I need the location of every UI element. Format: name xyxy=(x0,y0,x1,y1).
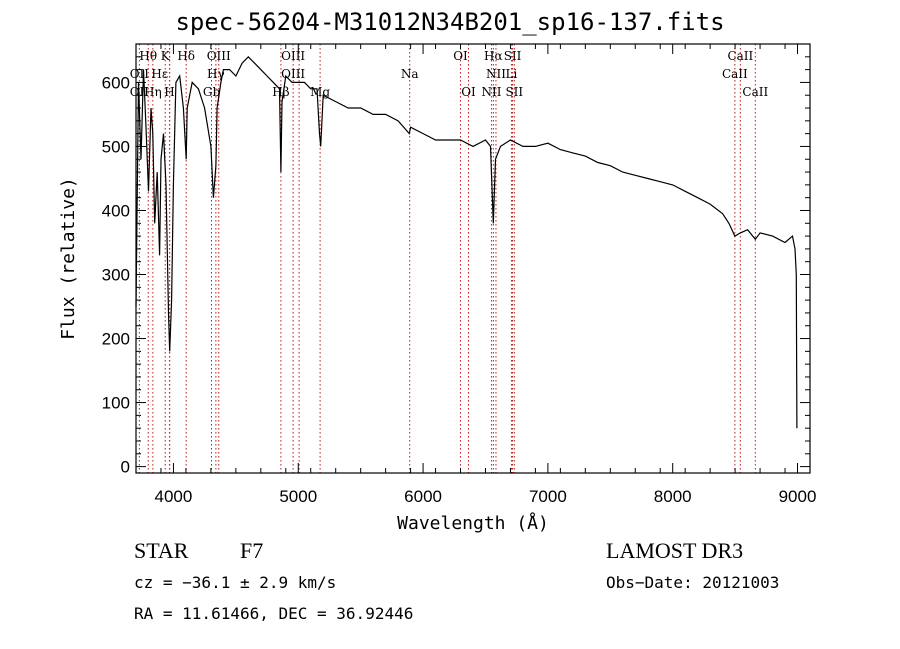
object-class: STAR xyxy=(134,538,189,563)
object-subclass: F7 xyxy=(240,538,264,563)
line-label-15: Li xyxy=(506,67,518,81)
line-label-6: Hα xyxy=(484,49,503,63)
y-tick-label-2: 200 xyxy=(102,330,130,349)
x-tick-label-0: 4000 xyxy=(155,487,193,506)
y-tick-label-3: 300 xyxy=(102,266,130,285)
y-tick-label-1: 100 xyxy=(102,394,130,413)
flux-series-line xyxy=(135,55,798,429)
line-label-20: Gb xyxy=(203,85,221,99)
line-label-3: OIII xyxy=(207,49,231,63)
line-label-0: Hθ xyxy=(139,49,157,63)
line-label-10: Hε xyxy=(151,67,168,81)
line-label-26: CaII xyxy=(742,85,768,99)
obs-date: Obs−Date: 20121003 xyxy=(606,573,780,592)
line-label-7: SII xyxy=(504,49,522,63)
line-label-21: Hβ xyxy=(272,85,289,99)
x-tick-label-4: 8000 xyxy=(654,487,692,506)
line-label-11: Hγ xyxy=(207,67,225,81)
y-tick-label-4: 400 xyxy=(102,201,130,220)
survey-label: LAMOST DR3 xyxy=(606,538,744,563)
y-tick-label-0: 0 xyxy=(121,458,130,477)
line-label-1: K xyxy=(161,49,171,63)
line-label-9: OII xyxy=(130,67,150,81)
line-label-23: OI xyxy=(461,85,476,99)
x-tick-label-1: 5000 xyxy=(279,487,317,506)
line-label-12: OIII xyxy=(281,67,305,81)
line-label-5: OI xyxy=(453,49,468,63)
line-label-19: H xyxy=(164,85,174,99)
line-label-24: NII xyxy=(481,85,501,99)
x-axis-label: Wavelength (Å) xyxy=(397,512,549,534)
x-tick-label-5: 9000 xyxy=(779,487,817,506)
line-label-16: CaII xyxy=(722,67,748,81)
radec-label: RA = 11.61466, DEC = 36.92446 xyxy=(134,604,414,623)
plot-frame xyxy=(135,43,811,474)
y-axis-label: Flux (relative) xyxy=(58,177,79,340)
line-label-14: NII xyxy=(486,67,506,81)
line-label-8: CaII xyxy=(727,49,753,63)
line-label-2: Hδ xyxy=(177,49,195,63)
x-tick-label-3: 7000 xyxy=(529,487,567,506)
redshift-label: cz = −36.1 ± 2.9 km/s xyxy=(134,573,337,592)
x-tick-label-2: 6000 xyxy=(404,487,442,506)
line-label-18: Hη xyxy=(144,85,162,99)
line-label-13: Na xyxy=(401,67,419,81)
y-tick-label-5: 500 xyxy=(102,137,130,156)
line-label-25: SII xyxy=(505,85,523,99)
line-label-4: OIII xyxy=(281,49,305,63)
chart-title: spec-56204-M31012N34B201_sp16-137.fits xyxy=(175,8,725,36)
y-tick-label-6: 600 xyxy=(102,73,130,92)
